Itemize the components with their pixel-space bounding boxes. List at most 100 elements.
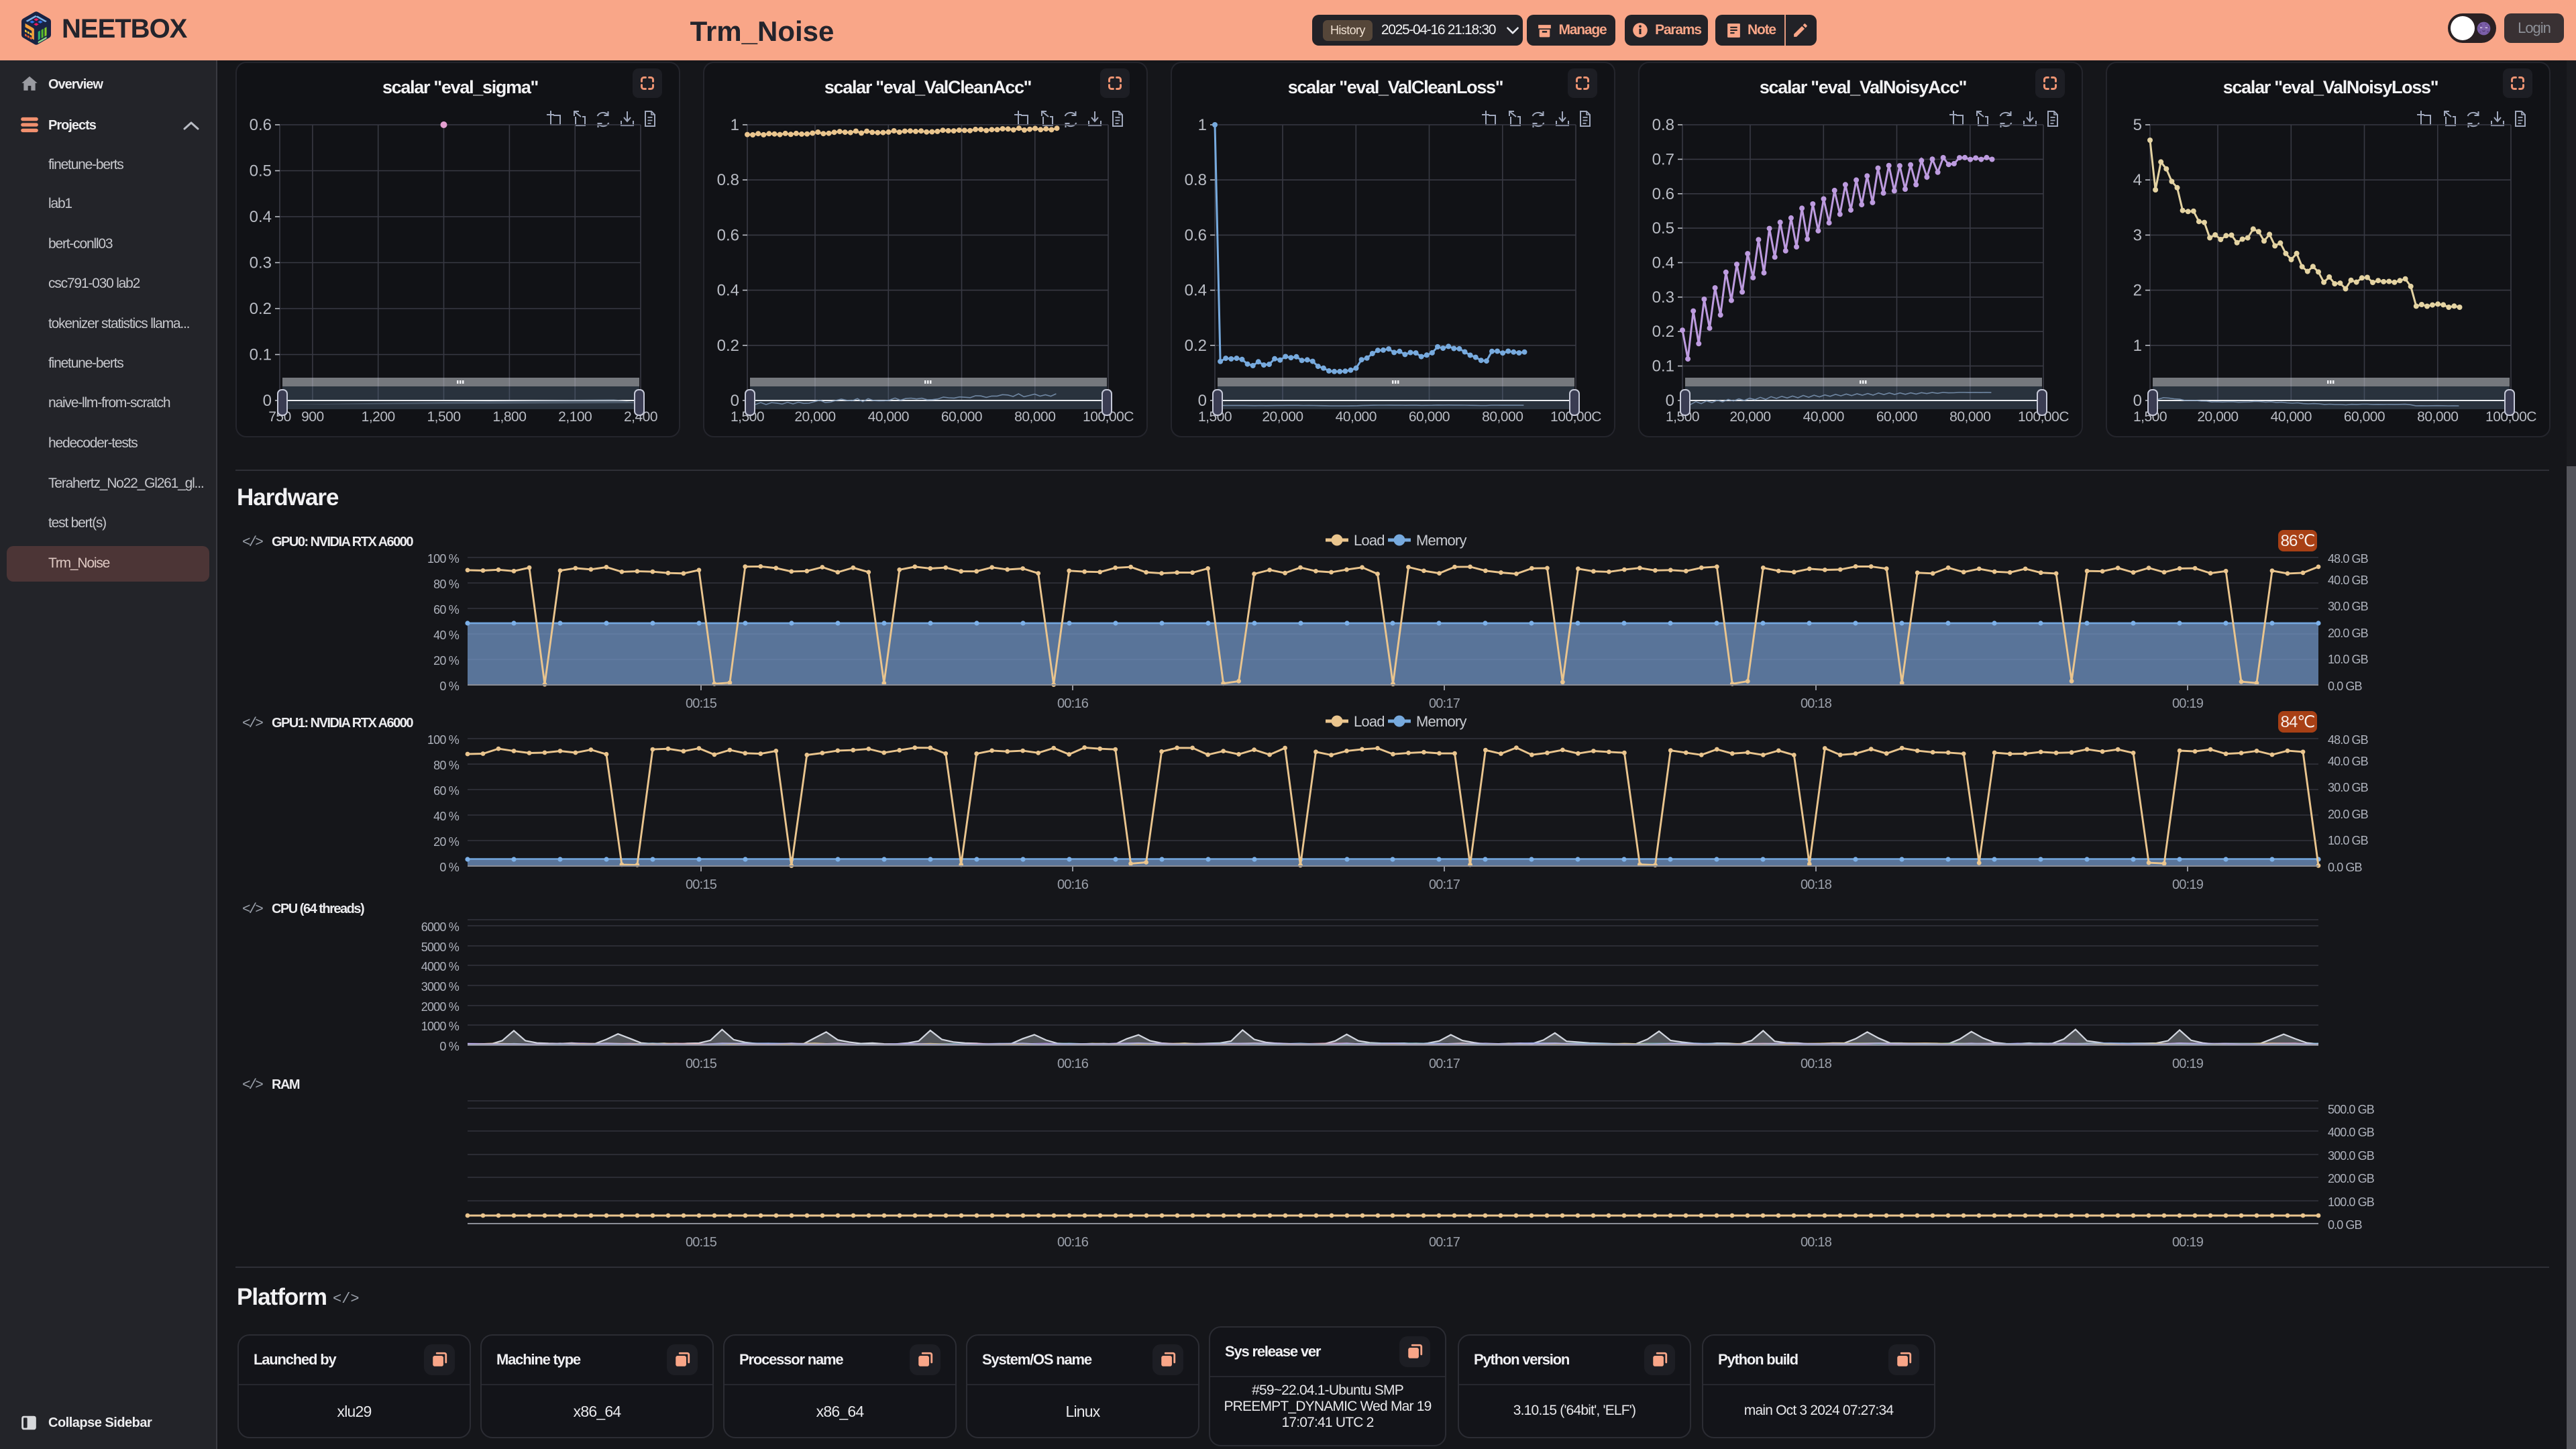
- svg-text:100,00C: 100,00C: [1083, 409, 1134, 425]
- svg-text:CPU (64 threads): CPU (64 threads): [272, 902, 364, 916]
- svg-text:4: 4: [2133, 171, 2142, 189]
- svg-text:Memory: Memory: [1416, 713, 1466, 730]
- svg-text:1000 %: 1000 %: [421, 1020, 460, 1033]
- svg-text:</>: </>: [242, 1078, 263, 1093]
- svg-text:300.0 GB: 300.0 GB: [2328, 1149, 2375, 1163]
- svg-text:00:16: 00:16: [1057, 1235, 1089, 1250]
- svg-text:0.4: 0.4: [1652, 254, 1674, 272]
- svg-text:00:17: 00:17: [1429, 1235, 1460, 1250]
- svg-text:0.3: 0.3: [250, 254, 272, 272]
- svg-text:84℃: 84℃: [2281, 713, 2315, 731]
- svg-text:00:19: 00:19: [2172, 696, 2204, 711]
- svg-text:48.0 GB: 48.0 GB: [2328, 552, 2369, 566]
- svg-text:1,500: 1,500: [427, 409, 460, 425]
- svg-text:500.0 GB: 500.0 GB: [2328, 1103, 2375, 1116]
- svg-text:30.0 GB: 30.0 GB: [2328, 781, 2369, 794]
- svg-text:1,800: 1,800: [492, 409, 526, 425]
- svg-text:00:16: 00:16: [1057, 696, 1089, 711]
- svg-text:20,000: 20,000: [794, 409, 835, 425]
- svg-text:0.1: 0.1: [250, 346, 272, 364]
- svg-text:0.0 GB: 0.0 GB: [2328, 1218, 2363, 1232]
- svg-text:0: 0: [1198, 392, 1207, 410]
- svg-text:0.8: 0.8: [1185, 171, 1207, 189]
- svg-text:100,00C: 100,00C: [1550, 409, 1601, 425]
- svg-text:0.8: 0.8: [717, 171, 739, 189]
- svg-text:0.2: 0.2: [717, 337, 739, 355]
- svg-text:0.2: 0.2: [250, 300, 272, 318]
- svg-text:5000 %: 5000 %: [421, 941, 460, 954]
- svg-text:2,400: 2,400: [624, 409, 657, 425]
- svg-text:RAM: RAM: [272, 1077, 300, 1092]
- svg-text:80 %: 80 %: [433, 759, 460, 772]
- svg-text:1: 1: [2133, 337, 2142, 355]
- svg-text:GPU0: NVIDIA RTX A6000: GPU0: NVIDIA RTX A6000: [272, 535, 413, 549]
- svg-text:2000 %: 2000 %: [421, 1000, 460, 1014]
- svg-text:20.0 GB: 20.0 GB: [2328, 627, 2369, 640]
- svg-text:2: 2: [2133, 282, 2142, 300]
- svg-text:20 %: 20 %: [433, 835, 460, 849]
- svg-text:20,000: 20,000: [2197, 409, 2238, 425]
- svg-text:</>: </>: [242, 902, 263, 918]
- svg-text:</>: </>: [242, 535, 263, 551]
- svg-text:3: 3: [2133, 226, 2142, 244]
- svg-text:100.0 GB: 100.0 GB: [2328, 1195, 2375, 1209]
- svg-text:0: 0: [2133, 392, 2142, 410]
- svg-text:100,00C: 100,00C: [2018, 409, 2069, 425]
- svg-text:5: 5: [2133, 116, 2142, 134]
- svg-text:40.0 GB: 40.0 GB: [2328, 574, 2369, 587]
- svg-text:80 %: 80 %: [433, 578, 460, 591]
- svg-text:0.6: 0.6: [717, 226, 739, 244]
- svg-text:00:19: 00:19: [2172, 877, 2204, 892]
- svg-text:0.4: 0.4: [717, 282, 739, 300]
- svg-text:0.6: 0.6: [1185, 226, 1207, 244]
- svg-text:20.0 GB: 20.0 GB: [2328, 808, 2369, 821]
- svg-text:</>: </>: [242, 716, 263, 732]
- svg-text:20,000: 20,000: [1262, 409, 1303, 425]
- svg-text:86℃: 86℃: [2281, 532, 2315, 550]
- svg-text:20,000: 20,000: [1729, 409, 1770, 425]
- svg-text:10.0 GB: 10.0 GB: [2328, 834, 2369, 847]
- svg-text:00:18: 00:18: [1801, 1235, 1832, 1250]
- svg-text:scalar "eval_ValCleanAcc": scalar "eval_ValCleanAcc": [824, 77, 1032, 97]
- svg-text:1,500: 1,500: [2133, 409, 2167, 425]
- svg-text:3000 %: 3000 %: [421, 980, 460, 994]
- svg-text:0.4: 0.4: [1185, 282, 1207, 300]
- svg-text:100 %: 100 %: [427, 552, 460, 566]
- svg-text:0 %: 0 %: [439, 680, 459, 693]
- svg-text:0.6: 0.6: [250, 116, 272, 134]
- svg-text:0.4: 0.4: [250, 208, 272, 226]
- svg-text:1: 1: [731, 116, 739, 134]
- svg-text:0: 0: [1666, 392, 1674, 410]
- svg-text:0.0 GB: 0.0 GB: [2328, 861, 2363, 874]
- svg-text:GPU1: NVIDIA RTX A6000: GPU1: NVIDIA RTX A6000: [272, 716, 413, 731]
- svg-text:0.1: 0.1: [1652, 358, 1674, 376]
- svg-text:48.0 GB: 48.0 GB: [2328, 733, 2369, 747]
- svg-text:scalar "eval_ValNoisyAcc": scalar "eval_ValNoisyAcc": [1760, 77, 1967, 97]
- svg-text:0.5: 0.5: [1652, 219, 1674, 237]
- svg-text:80,000: 80,000: [1014, 409, 1055, 425]
- svg-text:00:18: 00:18: [1801, 877, 1832, 892]
- svg-text:Load: Load: [1354, 532, 1385, 549]
- svg-text:6000 %: 6000 %: [421, 920, 460, 934]
- svg-text:00:15: 00:15: [686, 1235, 717, 1250]
- svg-text:0: 0: [263, 392, 272, 410]
- svg-text:60,000: 60,000: [1409, 409, 1450, 425]
- svg-text:60,000: 60,000: [2344, 409, 2385, 425]
- svg-text:40,000: 40,000: [1803, 409, 1844, 425]
- svg-text:60,000: 60,000: [941, 409, 982, 425]
- svg-text:10.0 GB: 10.0 GB: [2328, 653, 2369, 666]
- svg-text:scalar "eval_ValNoisyLoss": scalar "eval_ValNoisyLoss": [2223, 77, 2438, 97]
- svg-text:40.0 GB: 40.0 GB: [2328, 755, 2369, 768]
- svg-text:0.7: 0.7: [1652, 150, 1674, 168]
- svg-text:00:18: 00:18: [1801, 1057, 1832, 1071]
- svg-text:1,500: 1,500: [731, 409, 764, 425]
- svg-text:400.0 GB: 400.0 GB: [2328, 1126, 2375, 1139]
- svg-text:80,000: 80,000: [1949, 409, 1990, 425]
- svg-text:1,200: 1,200: [362, 409, 395, 425]
- svg-text:60 %: 60 %: [433, 784, 460, 798]
- svg-text:100 %: 100 %: [427, 733, 460, 747]
- svg-text:40,000: 40,000: [1336, 409, 1377, 425]
- svg-text:0.5: 0.5: [250, 162, 272, 180]
- svg-text:30.0 GB: 30.0 GB: [2328, 600, 2369, 613]
- svg-text:0 %: 0 %: [439, 1040, 459, 1053]
